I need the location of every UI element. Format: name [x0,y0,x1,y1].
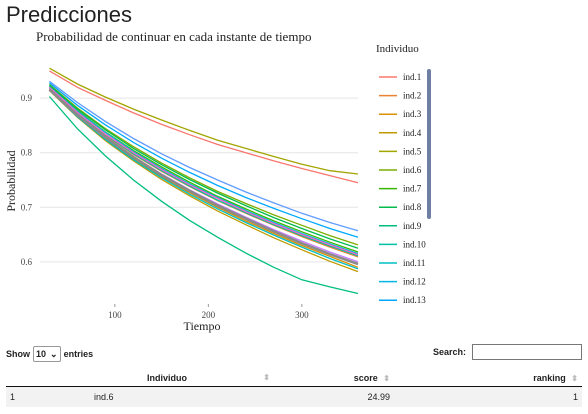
legend-item-ind-10[interactable]: ind.10 [379,239,426,249]
x-axis-title: Tiempo [184,319,221,333]
legend-label: ind.6 [403,165,422,175]
legend-item-ind-3[interactable]: ind.3 [379,109,422,119]
legend-item-ind-12[interactable]: ind.12 [379,277,426,287]
series-line-ind-11[interactable] [48,89,359,270]
table-controls: Show 10 ⌄ entries Search: [6,344,582,368]
legend-scrollbar[interactable] [427,69,431,219]
y-tick-label: 0.7 [21,202,33,212]
show-label: Show [6,349,30,359]
series-line-ind-8[interactable] [48,84,359,249]
y-axis-title: Probabilidad [4,150,18,211]
legend-label: ind.10 [403,239,426,249]
sort-icon: ⬍ [383,374,390,383]
legend-item-ind-6[interactable]: ind.6 [379,165,422,175]
sort-icon: ⬍ [263,373,270,382]
legend-item-ind-2[interactable]: ind.2 [379,91,421,101]
entries-label: entries [63,349,94,359]
legend-label: ind.5 [403,146,422,156]
chart-panel: Probabilidad de continuar en cada instan… [0,24,588,344]
legend-label: ind.4 [403,128,422,138]
cell-score: 24.99 [276,386,394,407]
legend-label: ind.7 [403,184,422,194]
column-header-score-label: score [353,373,378,383]
legend-label: ind.2 [403,91,421,101]
legend-item-ind-7[interactable]: ind.7 [379,184,422,194]
table-header-row: Individuo ⬍ score ⬍ ranking ⬍ [6,370,582,387]
line-chart: Probabilidad de continuar en cada instan… [4,29,431,333]
cell-ranking: 1 [394,386,582,407]
legend-item-ind-9[interactable]: ind.9 [379,221,422,231]
search-input[interactable] [472,344,582,360]
series-line-ind-10[interactable] [48,87,359,257]
legend-item-ind-8[interactable]: ind.8 [379,202,422,212]
legend-item-ind-13[interactable]: ind.13 [379,295,426,305]
chevron-down-icon: ⌄ [50,348,58,359]
entries-select[interactable]: 10 ⌄ [33,346,61,362]
x-tick-label: 200 [202,310,216,320]
column-header-score[interactable]: score ⬍ [276,370,394,387]
column-header-index [6,370,58,387]
legend-item-ind-11[interactable]: ind.11 [379,258,425,268]
search-label: Search: [432,347,466,357]
search-box: Search: [433,344,582,360]
legend-label: ind.13 [403,295,426,305]
y-tick-label: 0.9 [21,93,33,103]
legend-label: ind.12 [403,277,426,287]
series-line-ind-4[interactable] [48,90,359,273]
legend-item-ind-1[interactable]: ind.1 [379,72,421,82]
column-header-ranking[interactable]: ranking ⬍ [394,370,582,387]
legend-label: ind.11 [403,258,425,268]
series-line-ind-17[interactable] [48,88,359,266]
legend-label: ind.1 [403,72,421,82]
series-line-ind-9[interactable] [48,96,359,295]
legend-title: Individuo [376,43,419,55]
legend-item-ind-5[interactable]: ind.5 [379,146,422,156]
chart-title: Probabilidad de continuar en cada instan… [36,29,311,44]
predictions-table: Individuo ⬍ score ⬍ ranking ⬍ 1 ind.6 24… [6,370,582,407]
column-header-individuo[interactable]: Individuo ⬍ [58,370,276,387]
series-line-ind-16[interactable] [48,86,359,256]
series-line-ind-6[interactable] [48,84,359,246]
show-entries-control: Show 10 ⌄ entries [6,346,93,362]
legend-label: ind.3 [403,109,422,119]
legend-label: ind.8 [403,202,422,212]
cell-individuo: ind.6 [58,386,276,407]
y-tick-label: 0.6 [21,257,33,267]
series-line-ind-14[interactable] [49,80,359,232]
y-tick-label: 0.8 [21,148,33,158]
series-line-ind-13[interactable] [48,82,359,238]
series-line-ind-5[interactable] [49,67,359,175]
page-title: Predicciones [6,2,132,27]
table-row[interactable]: 1 ind.6 24.99 1 [6,386,582,407]
column-header-individuo-label: Individuo [147,373,187,383]
series-line-ind-12[interactable] [48,86,359,255]
column-header-ranking-label: ranking [533,373,566,383]
series-line-ind-7[interactable] [48,85,359,253]
sort-icon: ⬍ [571,374,578,383]
x-tick-label: 100 [108,310,122,320]
x-tick-label: 300 [295,310,309,320]
cell-index: 1 [6,386,58,407]
series-line-ind-1[interactable] [49,70,359,184]
legend-item-ind-4[interactable]: ind.4 [379,128,422,138]
legend-label: ind.9 [403,221,422,231]
entries-select-value: 10 [36,349,47,359]
